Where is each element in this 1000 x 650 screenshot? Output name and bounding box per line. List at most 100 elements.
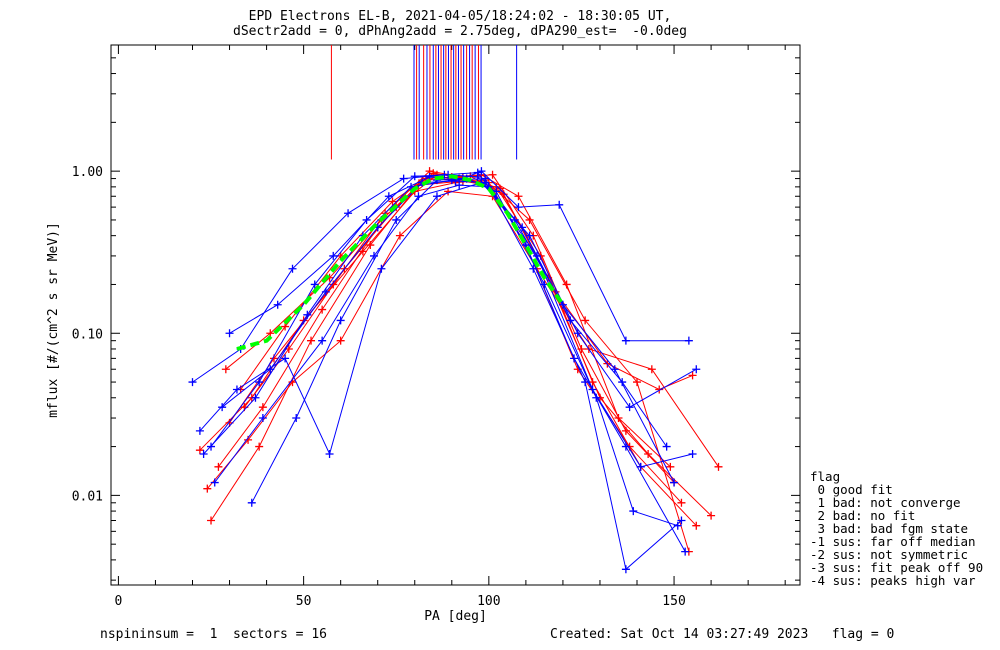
series-line (229, 170, 675, 483)
series-point (399, 174, 408, 183)
pitch-angle-series (207, 170, 671, 451)
series-point (444, 187, 453, 196)
series-point (281, 354, 290, 363)
x-axis-label: PA [deg] (424, 609, 487, 624)
series-point (558, 300, 567, 309)
series-point (688, 449, 697, 458)
series-point (318, 336, 327, 345)
series-point (307, 336, 316, 345)
series-point (473, 173, 482, 182)
series-point (688, 371, 697, 380)
series-point (488, 170, 497, 179)
series-point (518, 223, 527, 232)
y-tick-label: 0.10 (72, 327, 103, 342)
series-point (281, 322, 290, 331)
series-point (388, 197, 397, 206)
legend-item-not-converge: 1 bad: not converge (810, 495, 961, 510)
series-point (492, 187, 501, 196)
series-point (221, 365, 230, 374)
series-line (229, 170, 689, 342)
series-point (562, 280, 571, 289)
legend-item-not-symmetric: -2 sus: not symmetric (810, 547, 969, 562)
series-point (195, 446, 204, 455)
series-point (377, 264, 386, 273)
series-point (336, 336, 345, 345)
series-point (410, 172, 419, 181)
series-point (258, 414, 267, 423)
series-point (647, 365, 656, 374)
pitch-angle-series (203, 187, 723, 493)
series-point (255, 442, 264, 451)
series-point (633, 378, 642, 387)
series-point (358, 247, 367, 256)
series-point (684, 336, 693, 345)
series-point (629, 507, 638, 516)
series-point (395, 231, 404, 240)
pitch-angle-series (225, 167, 679, 487)
series-point (714, 462, 723, 471)
series-point (321, 287, 330, 296)
series-point (210, 478, 219, 487)
pitch-angle-series (188, 168, 679, 487)
series-point (288, 264, 297, 273)
series-point (581, 316, 590, 325)
series-point (692, 521, 701, 530)
median-fit-curve (236, 174, 565, 351)
series-line (203, 178, 686, 552)
series-point (621, 336, 630, 345)
footer-created-info: Created: Sat Oct 14 03:27:49 2023 flag =… (550, 627, 895, 642)
series-point (636, 462, 645, 471)
series-point (673, 521, 682, 530)
x-tick-label: 100 (477, 594, 500, 609)
x-tick-label: 50 (296, 594, 312, 609)
flag-legend: flag 0 good fit 1 bad: not converge 2 ba… (810, 470, 983, 587)
series-point (514, 192, 523, 201)
series-point (592, 393, 601, 402)
series-point (310, 280, 319, 289)
pitch-angle-series (195, 178, 701, 458)
legend-item-far-off-median: -1 sus: far off median (810, 534, 976, 549)
series-point (273, 300, 282, 309)
series-point (499, 190, 508, 199)
series-point (666, 462, 675, 471)
series-point (218, 403, 227, 412)
series-point (662, 442, 671, 451)
series-point (392, 215, 401, 224)
series-point (618, 378, 627, 387)
series-line (251, 178, 678, 527)
series-point (207, 442, 216, 451)
series-point (414, 192, 423, 201)
series-point (555, 200, 564, 209)
series-point (573, 329, 582, 338)
series-point (707, 511, 716, 520)
legend-item-no-fit: 2 bad: no fit (810, 508, 916, 523)
legend-item-bad-fgm-state: 3 bad: bad fgm state (810, 521, 969, 536)
series-point (292, 414, 301, 423)
series-point (677, 516, 686, 525)
series-point (188, 378, 197, 387)
series-point (566, 316, 575, 325)
series-point (318, 305, 327, 314)
series-point (336, 316, 345, 325)
series-point (610, 365, 619, 374)
x-tick-label: 150 (662, 594, 685, 609)
series-point (195, 426, 204, 435)
y-tick-label: 0.01 (72, 489, 103, 504)
legend-item-peaks-high-var: -4 sus: peaks high var (810, 573, 976, 588)
series-point (214, 462, 223, 471)
pitch-angle-series (240, 170, 697, 412)
series-point (621, 565, 630, 574)
series-point (681, 547, 690, 556)
series-point (255, 378, 264, 387)
legend-item-fit-peak-off-90: -3 sus: fit peak off 90 (810, 560, 984, 575)
series-line (214, 184, 682, 571)
series-point (247, 498, 256, 507)
series-line (199, 182, 697, 456)
series-point (329, 251, 338, 260)
series-point (644, 449, 653, 458)
y-tick-label: 1.00 (72, 165, 103, 180)
series-point (344, 209, 353, 218)
legend-item-good-fit: 0 good fit (810, 482, 893, 497)
series-point (384, 192, 393, 201)
series-point (203, 484, 212, 493)
